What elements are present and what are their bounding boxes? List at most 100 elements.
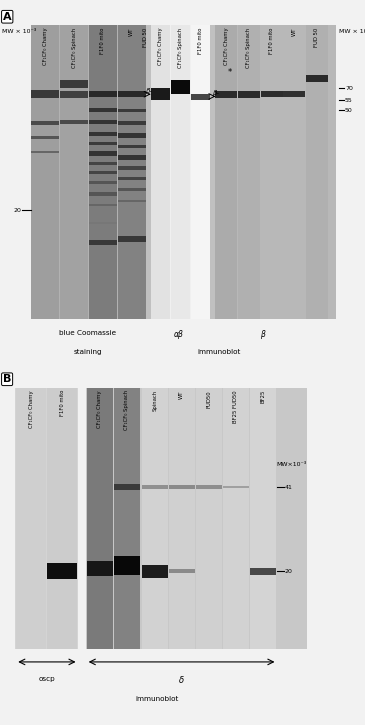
- Bar: [306, 25, 328, 319]
- Bar: [151, 25, 210, 319]
- Bar: [118, 25, 146, 319]
- Bar: [31, 152, 59, 154]
- Text: immunoblot: immunoblot: [197, 349, 241, 355]
- Bar: [250, 568, 276, 575]
- Text: CF₁CF₀ Chamy: CF₁CF₀ Chamy: [43, 28, 48, 65]
- Text: MW×10⁻³: MW×10⁻³: [277, 462, 307, 466]
- Bar: [118, 133, 146, 138]
- Text: 20: 20: [13, 208, 21, 212]
- Bar: [89, 25, 117, 319]
- Text: 50: 50: [345, 108, 353, 112]
- Bar: [60, 80, 88, 88]
- Bar: [89, 204, 117, 206]
- Text: BF25: BF25: [260, 390, 265, 403]
- Bar: [118, 154, 146, 160]
- Text: αβ: αβ: [174, 330, 184, 339]
- Bar: [196, 388, 222, 649]
- Bar: [118, 122, 146, 125]
- Text: immunoblot: immunoblot: [135, 696, 178, 702]
- Text: CF₁CF₀ Chamy: CF₁CF₀ Chamy: [97, 390, 102, 428]
- Bar: [31, 90, 59, 98]
- Bar: [118, 91, 146, 97]
- Text: F1F0 mito: F1F0 mito: [198, 28, 203, 54]
- Bar: [238, 91, 260, 98]
- Bar: [89, 151, 117, 157]
- Bar: [31, 122, 59, 125]
- Bar: [215, 91, 237, 98]
- Text: MW × 10⁻³: MW × 10⁻³: [2, 29, 36, 34]
- Text: blue Coomassie: blue Coomassie: [59, 330, 116, 336]
- Text: β-: β-: [145, 88, 152, 94]
- Text: CF₁CF₀ Spinach: CF₁CF₀ Spinach: [178, 28, 183, 67]
- Text: F1F0 mito: F1F0 mito: [60, 390, 65, 416]
- Bar: [114, 556, 140, 575]
- Text: CF₁CF₀ Chamy: CF₁CF₀ Chamy: [224, 28, 229, 65]
- Bar: [142, 486, 168, 489]
- Bar: [60, 25, 88, 319]
- Bar: [31, 25, 336, 319]
- Bar: [118, 236, 146, 242]
- Bar: [196, 486, 222, 489]
- Text: CF₁CF₀ Chamy: CF₁CF₀ Chamy: [29, 390, 34, 428]
- Bar: [89, 181, 117, 184]
- Bar: [215, 25, 237, 319]
- Text: A: A: [3, 12, 12, 22]
- Bar: [171, 25, 190, 319]
- Bar: [306, 75, 328, 82]
- Bar: [87, 388, 113, 649]
- Bar: [86, 388, 307, 649]
- Bar: [16, 388, 46, 649]
- Text: δ: δ: [179, 676, 184, 685]
- Bar: [169, 486, 195, 489]
- Text: WT: WT: [292, 28, 297, 36]
- Text: β: β: [260, 330, 265, 339]
- Bar: [114, 484, 140, 490]
- Text: CF₁CF₀ Spinach: CF₁CF₀ Spinach: [72, 28, 77, 67]
- Bar: [89, 171, 117, 175]
- Bar: [31, 25, 59, 319]
- Text: FUD 50: FUD 50: [314, 28, 319, 47]
- Bar: [89, 192, 117, 196]
- Text: WT: WT: [179, 390, 184, 399]
- Text: *: *: [228, 68, 232, 77]
- Bar: [47, 388, 77, 649]
- Bar: [31, 136, 59, 139]
- Bar: [283, 91, 305, 97]
- Bar: [118, 166, 146, 170]
- Text: CF₁CF₀ Spinach: CF₁CF₀ Spinach: [246, 28, 251, 67]
- Bar: [118, 109, 146, 112]
- Bar: [118, 177, 146, 180]
- Bar: [250, 388, 276, 649]
- Bar: [118, 188, 146, 191]
- Bar: [87, 561, 113, 576]
- Text: CF₁CF₀ Spinach: CF₁CF₀ Spinach: [124, 390, 129, 430]
- Bar: [47, 563, 77, 579]
- Bar: [151, 25, 170, 319]
- Bar: [31, 25, 146, 319]
- Bar: [118, 200, 146, 202]
- Bar: [89, 91, 117, 97]
- Bar: [191, 25, 210, 319]
- Text: 41: 41: [285, 485, 293, 489]
- Bar: [89, 120, 117, 124]
- Text: B: B: [3, 374, 11, 384]
- Text: FUD50: FUD50: [206, 390, 211, 407]
- Text: FUD 50: FUD 50: [143, 28, 148, 47]
- Text: F1F0 mito: F1F0 mito: [100, 28, 105, 54]
- Bar: [283, 25, 305, 319]
- Bar: [89, 222, 117, 225]
- Text: 20: 20: [285, 569, 293, 573]
- Bar: [15, 388, 78, 649]
- Bar: [114, 388, 140, 649]
- Text: BF25 FUD50: BF25 FUD50: [233, 390, 238, 423]
- Text: Spinach: Spinach: [152, 390, 157, 411]
- Text: F1F0 mito: F1F0 mito: [269, 28, 274, 54]
- Bar: [89, 240, 117, 245]
- Bar: [89, 142, 117, 145]
- Bar: [261, 25, 283, 319]
- Bar: [171, 80, 190, 94]
- Bar: [223, 486, 249, 489]
- Text: oscp: oscp: [39, 676, 55, 682]
- Bar: [238, 25, 260, 319]
- Text: 55: 55: [345, 98, 353, 102]
